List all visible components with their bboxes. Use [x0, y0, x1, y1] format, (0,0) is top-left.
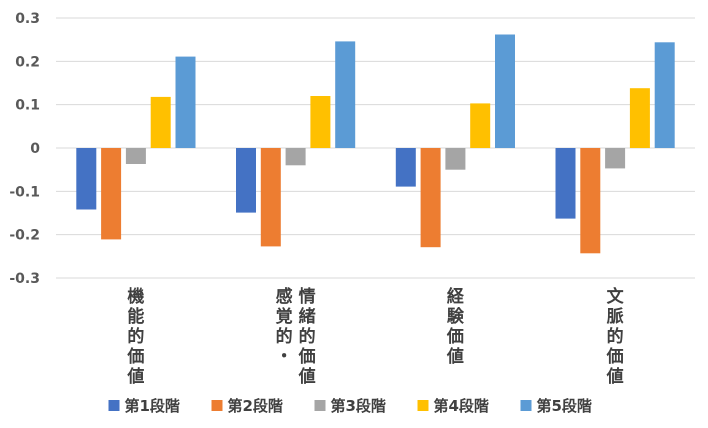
bar	[76, 148, 97, 210]
bar	[654, 42, 675, 148]
bar	[310, 96, 331, 148]
category-label-char: 値	[298, 366, 316, 387]
legend-label: 第1段階	[125, 397, 180, 415]
category-label-char: 的	[299, 326, 316, 347]
y-tick-label: -0.2	[9, 228, 40, 244]
bar	[101, 148, 122, 240]
legend-swatch	[520, 400, 532, 411]
category-label-char: 値	[606, 366, 624, 387]
y-tick-label: -0.1	[9, 184, 40, 200]
category-label-char: 価	[446, 326, 464, 347]
y-tick-label: 0	[30, 141, 40, 157]
bar	[629, 88, 650, 148]
bars	[76, 34, 675, 254]
category-label-char: 値	[126, 366, 144, 387]
category-label-char: 験	[447, 306, 465, 327]
legend-swatch	[108, 400, 120, 411]
legend-item: 第3段階	[314, 397, 386, 415]
category-label-char: ・	[276, 347, 293, 367]
category-label-char: 経	[447, 286, 465, 307]
category-label-char: 能	[127, 306, 144, 327]
legend-swatch	[417, 400, 429, 411]
legend-swatch	[314, 400, 326, 411]
bar	[420, 148, 441, 248]
legend-label: 第2段階	[228, 397, 283, 415]
category-label-char: 値	[446, 346, 464, 367]
bar	[260, 148, 281, 247]
bar	[555, 148, 576, 219]
bar	[150, 96, 171, 148]
bar	[175, 56, 196, 148]
category-label-char: 覚	[276, 306, 293, 327]
bar	[236, 148, 256, 213]
y-tick-label: 0.1	[15, 98, 40, 114]
category-label-char: 感	[276, 286, 293, 307]
legend-item: 第5段階	[520, 397, 592, 415]
legend-label: 第3段階	[331, 397, 386, 415]
legend-item: 第1段階	[108, 397, 180, 415]
y-tick-label: 0.3	[15, 11, 40, 27]
legend-label: 第5段階	[537, 397, 592, 415]
bar	[605, 148, 626, 169]
category-label-char: 価	[126, 346, 144, 367]
category-label-char: 情	[299, 286, 316, 307]
category-label-char: 的	[127, 326, 144, 347]
bar	[285, 148, 306, 166]
bar	[495, 34, 515, 148]
legend: 第1段階 第2段階 第3段階 第4段階 第5段階	[108, 397, 592, 415]
bar	[335, 41, 356, 148]
bar	[445, 148, 466, 170]
category-label-char: 価	[606, 346, 624, 367]
y-axis-ticks: 0.3 0.2 0.1 0 -0.1 -0.2 -0.3	[9, 11, 40, 287]
category-label-char: 脈	[607, 306, 624, 327]
category-label-char: 的	[607, 326, 624, 347]
legend-label: 第4段階	[434, 397, 489, 415]
y-tick-label: -0.3	[9, 271, 40, 287]
category-label-char: 価	[298, 346, 316, 367]
category-label-char: 文	[607, 286, 625, 307]
bar	[470, 103, 491, 148]
category-label-char: 緒	[299, 306, 316, 327]
legend-swatch	[211, 400, 223, 411]
y-tick-label: 0.2	[15, 54, 40, 70]
bar	[395, 148, 416, 187]
category-label-char: 的	[276, 326, 293, 347]
legend-item: 第4段階	[417, 397, 489, 415]
bar	[125, 148, 146, 164]
bar	[580, 148, 601, 254]
legend-item: 第2段階	[211, 397, 283, 415]
category-label-char: 機	[127, 286, 144, 307]
